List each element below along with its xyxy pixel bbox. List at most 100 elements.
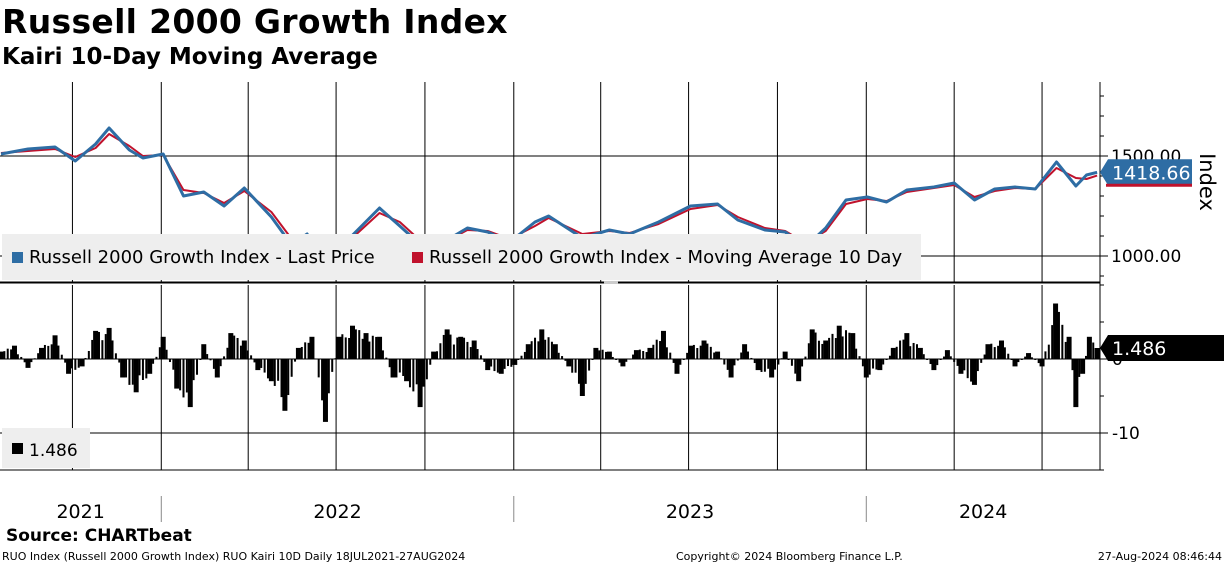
kairi-bar — [625, 359, 628, 362]
kairi-bar — [611, 356, 614, 359]
kairi-bar — [669, 352, 672, 359]
kairi-bar — [877, 359, 883, 371]
kairi-bar — [701, 340, 707, 359]
kairi-bar — [598, 350, 601, 359]
kairi-bar — [647, 347, 653, 359]
kairi-bar — [1080, 359, 1086, 374]
last-price-line — [0, 126, 1098, 260]
kairi-bar — [179, 359, 182, 391]
kairi-bar — [917, 347, 923, 359]
kairi-bar — [402, 359, 405, 377]
footer-ticker-info: RUO Index (Russell 2000 Growth Index) RU… — [2, 550, 466, 563]
kairi-bar — [185, 359, 188, 393]
kairi-bar — [688, 345, 694, 359]
kairi-bar — [605, 351, 608, 359]
kairi-bar — [645, 352, 648, 359]
kairi-bar — [404, 359, 410, 382]
legend-label-last-price: Russell 2000 Growth Index - Last Price — [29, 247, 375, 268]
kairi-last-value-tag — [1100, 335, 1224, 362]
kairi-bar — [219, 359, 222, 367]
lower-ytick-label: -10 — [1112, 424, 1140, 444]
panel-resize-handle — [604, 281, 618, 284]
kairi-bar — [87, 350, 90, 359]
kairi-bar — [158, 347, 161, 359]
kairi-bar — [1003, 347, 1006, 359]
kairi-bar — [944, 350, 950, 359]
kairi-bar — [807, 343, 810, 359]
kairi-bar — [782, 351, 788, 359]
kairi-bar — [295, 347, 301, 359]
kairi-bar — [104, 334, 107, 359]
kairi-bar — [141, 359, 144, 380]
kairi-bar — [412, 359, 415, 392]
upper-legend-box — [2, 234, 921, 280]
kairi-bar — [963, 359, 966, 371]
kairi-bar — [417, 359, 423, 408]
kairi-bar — [321, 359, 324, 401]
kairi-bar — [266, 359, 269, 379]
kairi-bar — [483, 359, 486, 362]
kairi-bar — [679, 359, 682, 365]
kairi-bar — [11, 345, 17, 359]
kairi-bar — [439, 343, 442, 359]
kairi-bar — [449, 334, 452, 359]
kairi-bar — [692, 344, 695, 359]
kairi-bar — [280, 359, 283, 398]
kairi-bar — [93, 330, 99, 359]
kairi-bar — [214, 359, 220, 378]
kairi-bar — [444, 329, 450, 359]
kairi-bar — [926, 359, 929, 360]
kairi-bar — [632, 354, 635, 359]
kairi-bar — [84, 357, 87, 359]
kairi-bar — [746, 351, 749, 359]
kairi-bar — [848, 332, 851, 359]
kairi-bar — [943, 356, 946, 359]
legend-label-kairi: 1.486 — [29, 441, 78, 461]
kairi-bar — [523, 351, 526, 359]
kairi-bar — [601, 349, 604, 359]
kairi-bar — [452, 344, 455, 359]
kairi-bar — [1084, 355, 1087, 359]
kairi-bar — [841, 336, 844, 359]
kairi-bar — [64, 359, 67, 363]
y-axis-title: Index — [1195, 153, 1219, 211]
kairi-bar — [1086, 336, 1092, 359]
kairi-bar — [398, 359, 401, 373]
kairi-bar — [50, 344, 53, 359]
kairi-bar — [20, 356, 23, 359]
kairi-bar — [47, 345, 50, 359]
kairi-bar — [375, 336, 378, 359]
kairi-bar — [77, 359, 80, 368]
kairi-bar — [1061, 324, 1064, 359]
kairi-bar — [834, 338, 837, 359]
kairi-bar — [128, 359, 131, 385]
kairi-bar — [890, 347, 896, 359]
kairi-bar — [606, 351, 612, 359]
kairi-bar — [16, 354, 19, 359]
kairi-bar — [37, 353, 40, 359]
kairi-bar — [246, 350, 249, 359]
x-year-label: 2024 — [959, 501, 1007, 523]
kairi-bar — [371, 335, 374, 359]
kairi-bar — [780, 358, 783, 360]
kairi-bar — [557, 352, 560, 359]
kairi-bar — [493, 359, 496, 372]
kairi-bar — [361, 338, 364, 359]
kairi-bar — [642, 350, 645, 359]
kairi-bar — [138, 359, 141, 376]
kairi-bar — [539, 329, 545, 359]
kairi-bar — [385, 357, 388, 359]
kairi-bar — [496, 359, 499, 373]
kairi-bar — [755, 359, 761, 371]
kairi-bar — [358, 330, 361, 359]
kairi-bar — [239, 345, 242, 359]
kairi-bar — [250, 355, 253, 359]
kairi-bar — [534, 337, 537, 359]
kairi-bar — [165, 349, 168, 359]
kairi-bar — [458, 336, 464, 359]
kairi-bar — [993, 347, 996, 359]
kairi-bar — [902, 339, 905, 359]
kairi-bar — [3, 351, 6, 359]
kairi-bar — [740, 352, 743, 359]
kairi-bar — [537, 341, 540, 359]
